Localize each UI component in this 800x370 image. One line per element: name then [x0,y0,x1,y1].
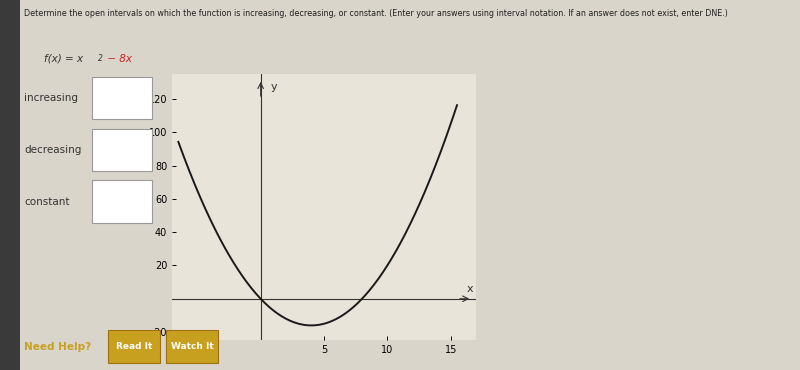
Text: constant: constant [24,196,70,207]
Text: Read It: Read It [116,342,152,351]
Text: x: x [466,284,473,294]
Text: 2: 2 [98,54,103,63]
Text: − 8x: − 8x [104,54,132,64]
Text: Watch It: Watch It [171,342,214,351]
Text: Determine the open intervals on which the function is increasing, decreasing, or: Determine the open intervals on which th… [24,9,728,18]
Text: Need Help?: Need Help? [24,342,91,352]
Text: decreasing: decreasing [24,145,82,155]
Text: increasing: increasing [24,93,78,103]
Text: y: y [270,82,278,92]
Text: f(x) = x: f(x) = x [44,54,83,64]
